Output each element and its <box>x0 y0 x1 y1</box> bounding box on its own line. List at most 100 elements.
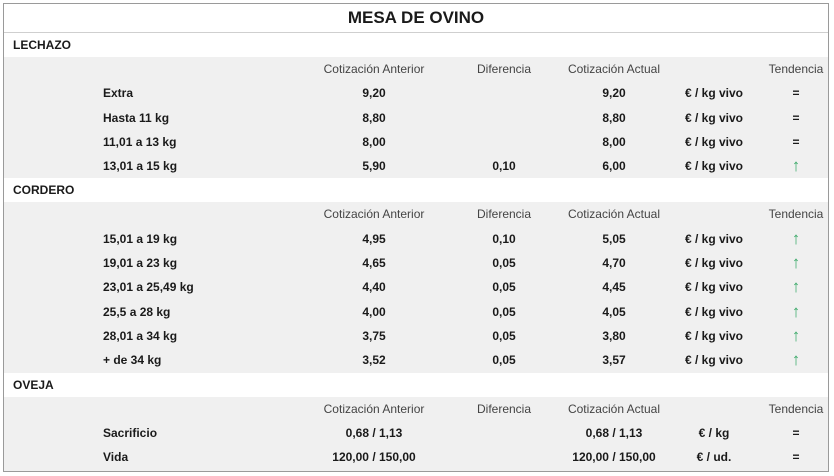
column-header-row: Cotización Anterior Diferencia Cotización … <box>4 57 828 81</box>
table-row: Vida 120,00 / 150,00 120,00 / 150,00 € / ud… <box>4 445 828 469</box>
page-title: MESA DE OVINO <box>4 4 828 33</box>
cell-unit: € / kg vivo <box>684 280 744 295</box>
cell-diferencia: 0,05 <box>492 280 516 295</box>
table-row: + de 34 kg 3,52 0,05 3,57 € / kg vivo ↑ <box>4 348 828 372</box>
arrow-up-icon: ↑ <box>791 253 801 273</box>
cell-anterior: 8,80 <box>362 110 386 125</box>
header-diferencia: Diferencia <box>476 207 532 222</box>
cell-unit: € / kg vivo <box>684 110 744 125</box>
cell-diferencia: 0,05 <box>492 328 516 343</box>
cell-actual: 4,70 <box>602 256 626 271</box>
cell-anterior: 3,75 <box>362 328 386 343</box>
arrow-up-icon: ↑ <box>791 301 801 321</box>
table-row: 19,01 a 23 kg 4,65 0,05 4,70 € / kg vivo ↑ <box>4 251 828 275</box>
table-row: 28,01 a 34 kg 3,75 0,05 3,80 € / kg vivo ↑ <box>4 324 828 348</box>
row-label: Extra <box>103 86 134 101</box>
section-heading-lechazo: LECHAZO <box>4 33 828 57</box>
section-heading-cordero: CORDERO <box>4 178 828 203</box>
cell-unit: € / kg vivo <box>684 256 744 271</box>
cell-anterior: 9,20 <box>362 86 386 101</box>
cell-actual: 3,80 <box>602 328 626 343</box>
cell-actual: 3,57 <box>602 353 626 368</box>
cell-anterior: 4,40 <box>362 280 386 295</box>
row-label: 13,01 a 15 kg <box>103 159 178 174</box>
row-label: + de 34 kg <box>103 353 162 368</box>
arrow-up-icon: ↑ <box>791 228 801 248</box>
equals-icon: = <box>792 134 800 149</box>
cell-unit: € / kg vivo <box>684 134 744 149</box>
header-anterior: Cotización Anterior <box>323 207 425 222</box>
table-row: Extra 9,20 9,20 € / kg vivo = <box>4 81 828 105</box>
row-label: 19,01 a 23 kg <box>103 256 178 271</box>
header-actual: Cotización Actual <box>567 207 661 222</box>
cell-unit: € / kg vivo <box>684 159 744 174</box>
arrow-up-icon: ↑ <box>791 325 801 345</box>
cell-actual: 120,00 / 150,00 <box>572 450 656 465</box>
table-body: LECHAZO Cotización Anterior Diferencia Coti… <box>4 33 828 469</box>
cell-unit: € / kg vivo <box>684 86 744 101</box>
table-row: 11,01 a 13 kg 8,00 8,00 € / kg vivo = <box>4 130 828 154</box>
arrow-up-icon: ↑ <box>791 277 801 297</box>
cell-actual: 8,00 <box>602 134 626 149</box>
cell-unit: € / kg vivo <box>684 231 744 246</box>
table-row: Hasta 11 kg 8,80 8,80 € / kg vivo = <box>4 106 828 130</box>
row-label: Vida <box>103 450 129 465</box>
equals-icon: = <box>792 86 800 101</box>
row-label: 11,01 a 13 kg <box>103 134 177 149</box>
header-tendencia: Tendencia <box>768 62 824 76</box>
section-heading-oveja: OVEJA <box>4 372 828 397</box>
cell-unit: € / kg vivo <box>684 353 744 368</box>
cell-actual: 4,05 <box>602 304 626 319</box>
arrow-up-icon: ↑ <box>791 156 801 176</box>
equals-icon: = <box>792 450 800 465</box>
row-label: 28,01 a 34 kg <box>103 328 178 343</box>
table-row: Sacrificio 0,68 / 1,13 0,68 / 1,13 € / kg = <box>4 421 828 445</box>
table-row: 15,01 a 19 kg 4,95 0,10 5,05 € / kg vivo ↑ <box>4 227 828 251</box>
cell-anterior: 3,52 <box>362 353 386 368</box>
cell-anterior: 4,95 <box>362 231 386 246</box>
cell-anterior: 0,68 / 1,13 <box>345 425 403 440</box>
header-anterior: Cotización Anterior <box>323 62 425 76</box>
header-tendencia: Tendencia <box>768 401 824 416</box>
header-actual: Cotización Actual <box>567 401 661 416</box>
cell-diferencia: 0,05 <box>492 304 516 319</box>
table-row: 13,01 a 15 kg 5,90 0,10 6,00 € / kg vivo ↑ <box>4 154 828 178</box>
row-label: Hasta 11 kg <box>103 110 170 125</box>
arrow-up-icon: ↑ <box>791 350 801 370</box>
cell-anterior: 120,00 / 150,00 <box>332 450 416 465</box>
cell-unit: € / kg vivo <box>684 328 744 343</box>
row-label: 25,5 a 28 kg <box>103 304 171 319</box>
cell-diferencia: 0,05 <box>492 256 516 271</box>
column-header-row: Cotización Anterior Diferencia Cotización … <box>4 397 828 421</box>
cell-actual: 5,05 <box>602 231 626 246</box>
row-label: Sacrificio <box>103 425 158 440</box>
header-diferencia: Diferencia <box>476 62 532 76</box>
equals-icon: = <box>792 110 800 125</box>
cell-anterior: 4,00 <box>362 304 386 319</box>
table-row: 25,5 a 28 kg 4,00 0,05 4,05 € / kg vivo ↑ <box>4 300 828 324</box>
cell-anterior: 5,90 <box>362 159 386 174</box>
cell-actual: 9,20 <box>602 86 626 101</box>
header-anterior: Cotización Anterior <box>323 401 425 416</box>
header-tendencia: Tendencia <box>768 207 824 222</box>
cell-actual: 6,00 <box>602 159 626 174</box>
cell-unit: € / ud. <box>696 450 732 465</box>
price-table: MESA DE OVINO LECHAZO Cotización Anterior… <box>3 3 829 472</box>
row-label: 23,01 a 25,49 kg <box>103 280 194 295</box>
cell-actual: 8,80 <box>602 110 626 125</box>
cell-actual: 0,68 / 1,13 <box>585 425 643 440</box>
row-label: 15,01 a 19 kg <box>103 231 178 246</box>
cell-actual: 4,45 <box>602 280 626 295</box>
cell-diferencia: 0,10 <box>492 159 516 174</box>
equals-icon: = <box>792 425 800 440</box>
header-diferencia: Diferencia <box>476 401 532 416</box>
cell-unit: € / kg <box>698 425 730 440</box>
cell-unit: € / kg vivo <box>684 304 744 319</box>
cell-anterior: 4,65 <box>362 256 386 271</box>
cell-diferencia: 0,05 <box>492 353 516 368</box>
column-header-row: Cotización Anterior Diferencia Cotización … <box>4 202 828 226</box>
cell-diferencia: 0,10 <box>492 231 516 246</box>
cell-anterior: 8,00 <box>362 134 386 149</box>
table-row: 23,01 a 25,49 kg 4,40 0,05 4,45 € / kg vivo ↑ <box>4 275 828 299</box>
header-actual: Cotización Actual <box>567 62 661 76</box>
